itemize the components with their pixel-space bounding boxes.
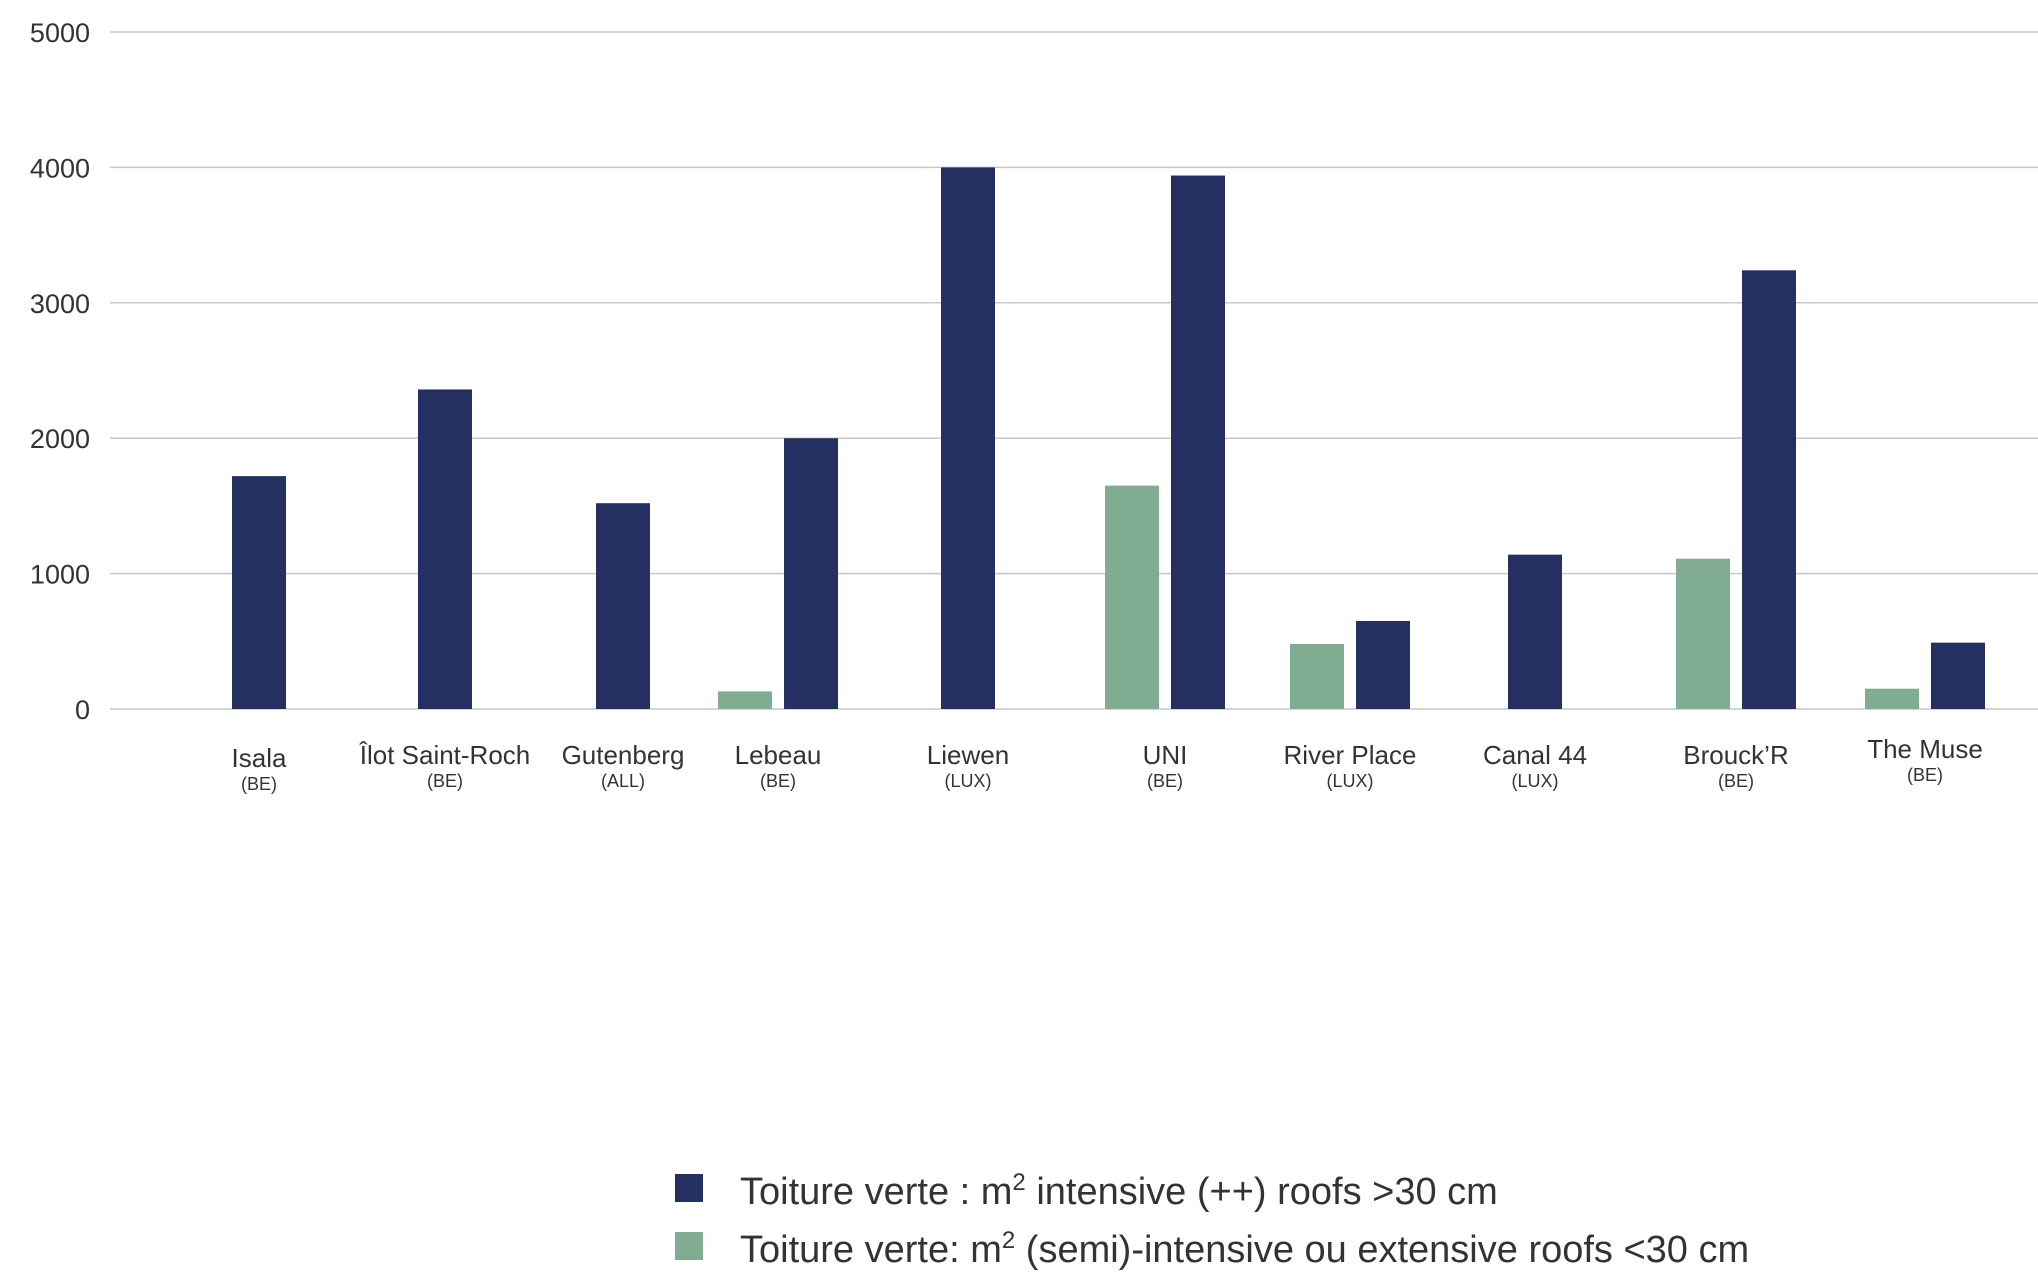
x-category-country: (LUX) [944, 771, 991, 791]
x-category-label: River Place [1284, 740, 1417, 770]
bar-semi-5 [1105, 485, 1159, 709]
bars [232, 167, 1985, 710]
x-category-country: (BE) [241, 774, 277, 794]
x-category-label: The Muse [1867, 734, 1983, 764]
x-category-country: (BE) [1907, 765, 1943, 785]
legend-label-sup: 2 [1012, 1169, 1025, 1196]
x-axis-labels: Isala(BE)Îlot Saint-Roch(BE)Gutenberg(AL… [232, 734, 1983, 794]
legend-label-semi: Toiture verte: m2 (semi)-intensive ou ex… [740, 1227, 1749, 1271]
x-category-country: (ALL) [601, 771, 645, 791]
legend-label-sup: 2 [1002, 1227, 1015, 1254]
bar-intensive-1 [418, 389, 472, 709]
x-category-label: Brouck’R [1683, 740, 1788, 770]
bar-intensive-8 [1742, 270, 1796, 709]
legend-swatch-semi [675, 1232, 703, 1260]
x-category-label: Gutenberg [562, 740, 685, 770]
legend-swatch-intensive [675, 1174, 703, 1202]
bar-semi-3 [718, 691, 772, 709]
y-tick-label: 2000 [30, 424, 90, 454]
legend-label-main: Toiture verte: m [740, 1229, 1002, 1271]
x-category-label: UNI [1143, 740, 1188, 770]
legend-label-rest: (semi)-intensive ou extensive roofs <30 … [1015, 1229, 1749, 1271]
legend-label-rest: intensive (++) roofs >30 cm [1026, 1171, 1498, 1213]
y-tick-label: 0 [75, 695, 90, 725]
legend-label-intensive: Toiture verte : m2 intensive (++) roofs … [740, 1169, 1498, 1213]
x-category-country: (LUX) [1511, 771, 1558, 791]
x-category-country: (BE) [427, 771, 463, 791]
bar-intensive-6 [1356, 620, 1410, 709]
x-category-label: Lebeau [735, 740, 822, 770]
bar-intensive-4 [941, 167, 995, 709]
x-category-label: Canal 44 [1483, 740, 1587, 770]
bar-intensive-5 [1171, 175, 1225, 710]
bar-intensive-9 [1931, 642, 1985, 709]
bar-intensive-2 [596, 503, 650, 709]
y-axis-ticks: 0 1000 2000 3000 4000 5000 [30, 18, 90, 725]
bar-semi-6 [1290, 644, 1344, 709]
y-tick-label: 4000 [30, 153, 90, 183]
x-category-label: Liewen [927, 740, 1009, 770]
bar-intensive-3 [784, 438, 838, 709]
x-category-country: (BE) [1147, 771, 1183, 791]
x-category-label: Isala [232, 743, 287, 773]
legend: Toiture verte : m2 intensive (++) roofs … [675, 1169, 1749, 1271]
legend-label-main: Toiture verte : m [740, 1171, 1012, 1213]
y-tick-label: 5000 [30, 18, 90, 48]
y-tick-label: 1000 [30, 560, 90, 590]
x-category-country: (BE) [760, 771, 796, 791]
x-category-label: Îlot Saint-Roch [359, 740, 531, 770]
bar-intensive-0 [232, 476, 286, 709]
y-tick-label: 3000 [30, 289, 90, 319]
bar-intensive-7 [1508, 554, 1562, 709]
bar-semi-8 [1676, 558, 1730, 709]
bar-semi-9 [1865, 688, 1919, 709]
x-category-country: (BE) [1718, 771, 1754, 791]
x-category-country: (LUX) [1326, 771, 1373, 791]
